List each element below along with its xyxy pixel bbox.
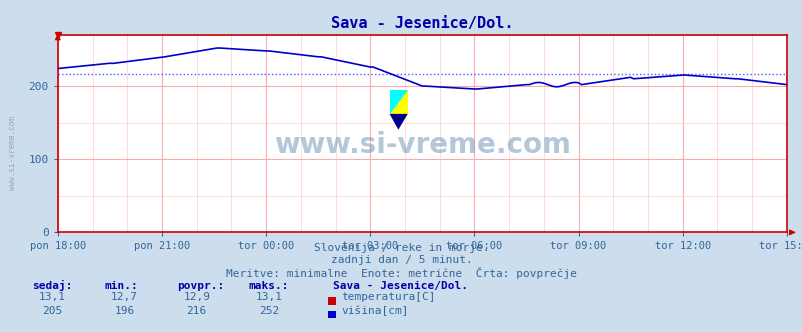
Text: min.:: min.: [104, 281, 138, 291]
Title: Sava - Jesenice/Dol.: Sava - Jesenice/Dol. [330, 16, 513, 31]
Text: višina[cm]: višina[cm] [341, 305, 408, 316]
Polygon shape [389, 90, 407, 114]
Text: 216: 216 [186, 306, 207, 316]
Text: 12,7: 12,7 [111, 292, 138, 302]
Text: temperatura[C]: temperatura[C] [341, 292, 435, 302]
Text: Meritve: minimalne  Enote: metrične  Črta: povprečje: Meritve: minimalne Enote: metrične Črta:… [225, 267, 577, 279]
Text: 196: 196 [114, 306, 135, 316]
Text: 205: 205 [42, 306, 63, 316]
Text: 13,1: 13,1 [255, 292, 282, 302]
Polygon shape [389, 114, 407, 130]
Text: zadnji dan / 5 minut.: zadnji dan / 5 minut. [330, 255, 472, 265]
Text: sedaj:: sedaj: [32, 280, 72, 291]
Text: 13,1: 13,1 [38, 292, 66, 302]
Text: povpr.:: povpr.: [176, 281, 224, 291]
Text: www.si-vreme.com: www.si-vreme.com [8, 116, 17, 190]
Text: 12,9: 12,9 [183, 292, 210, 302]
Text: 252: 252 [258, 306, 279, 316]
Text: www.si-vreme.com: www.si-vreme.com [273, 131, 570, 159]
Text: maks.:: maks.: [249, 281, 289, 291]
Text: Slovenija / reke in morje.: Slovenija / reke in morje. [314, 243, 488, 253]
Polygon shape [389, 90, 407, 114]
Text: Sava - Jesenice/Dol.: Sava - Jesenice/Dol. [333, 281, 468, 291]
